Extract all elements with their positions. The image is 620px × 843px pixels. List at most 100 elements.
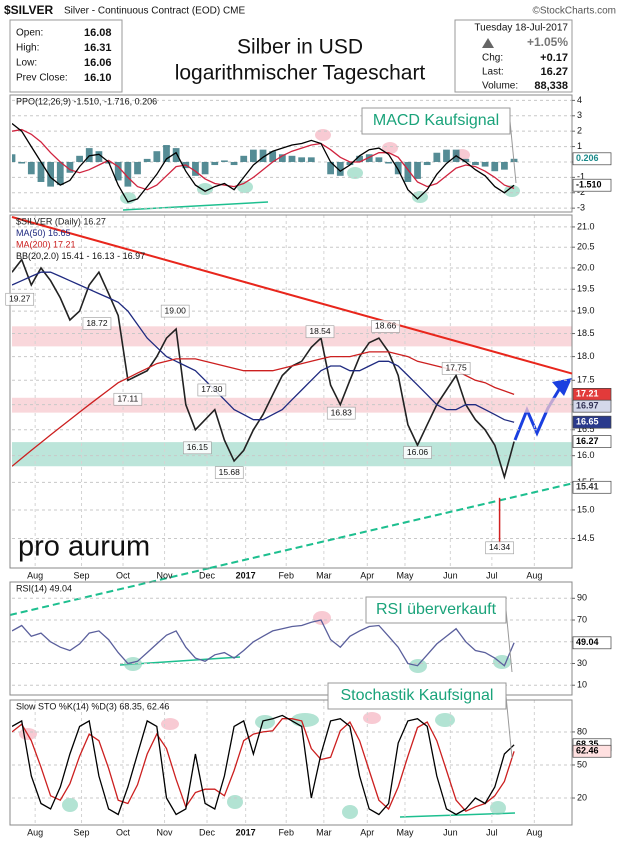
x-tick-label: Sep <box>74 570 90 580</box>
histogram-bar <box>37 161 45 182</box>
histogram-bar <box>491 161 499 172</box>
stat-label: Chg: <box>482 53 503 64</box>
info-box <box>9 19 123 93</box>
peak-label: 16.15 <box>187 442 209 452</box>
x-tick-label: Jul <box>486 570 498 580</box>
histogram-bar <box>66 161 74 173</box>
x-tick-label: Mar <box>316 827 332 837</box>
field-label: Low: <box>16 58 37 69</box>
axis-tag <box>572 178 612 192</box>
histogram-bar <box>134 161 141 175</box>
ticker: $SILVER <box>4 3 53 17</box>
histogram-bar <box>153 151 161 162</box>
marker <box>255 715 275 729</box>
panel-frame <box>9 699 573 826</box>
legend-entry: BB(20,2.0) 15.41 - 16.13 - 16.97 <box>16 251 145 261</box>
marker <box>347 167 363 179</box>
peak-label: 18.66 <box>375 321 397 331</box>
series-line <box>12 619 515 667</box>
histogram-bar <box>394 161 402 175</box>
histogram-bar <box>472 161 479 166</box>
x-tick-label: May <box>396 827 414 837</box>
peak-label: 19.00 <box>165 305 187 315</box>
x-tick-label: Aug <box>526 827 542 837</box>
histogram-bar <box>250 149 257 162</box>
x-tick-label: Jun <box>443 827 458 837</box>
field-label: High: <box>16 43 39 54</box>
axis-tag-label: -1.510 <box>576 180 602 190</box>
histogram-bar <box>501 161 508 170</box>
y-tick-label: -3 <box>577 203 585 213</box>
histogram-bar <box>27 161 35 175</box>
y-tick-label: 30 <box>577 658 587 668</box>
peak-label: 16.06 <box>407 447 429 457</box>
x-tick-label: Oct <box>116 570 131 580</box>
date: Tuesday 18-Jul-2017 <box>474 23 568 34</box>
axis-tag-label: 49.04 <box>576 637 599 647</box>
peak-label: 17.11 <box>118 394 139 404</box>
histogram-bar <box>76 155 83 162</box>
axis-tag <box>572 399 612 413</box>
series-line <box>12 714 515 816</box>
marker <box>227 795 243 809</box>
histogram-bar <box>259 149 267 162</box>
zone <box>12 326 572 347</box>
histogram-bar <box>443 149 450 162</box>
trendline <box>11 216 573 375</box>
peak-box <box>113 392 143 406</box>
histogram-bar <box>85 148 93 162</box>
x-tick-label: 2017 <box>236 570 256 580</box>
y-tick-label: 16.0 <box>577 450 595 460</box>
axis-tag <box>572 744 612 758</box>
annotation-box <box>365 596 507 624</box>
histogram-bar <box>346 161 354 166</box>
histogram-bar <box>18 161 26 164</box>
x-tick-label: 2017 <box>236 827 256 837</box>
marker <box>291 713 319 727</box>
stats-box <box>454 19 573 93</box>
histogram-bar <box>230 161 238 166</box>
x-tick-label: Nov <box>157 827 174 837</box>
x-tick-label: Nov <box>157 570 174 580</box>
x-tick-label: Dec <box>199 827 216 837</box>
y-tick-label: 21.0 <box>577 221 595 231</box>
axis-tag <box>572 636 612 650</box>
peak-box <box>183 441 212 455</box>
y-tick-label: 10 <box>577 680 587 690</box>
y-tick-label: 80 <box>577 726 587 736</box>
x-tick-label: Jun <box>443 570 458 580</box>
histogram-bar <box>385 161 392 164</box>
y-tick-label: 70 <box>577 614 587 624</box>
histogram-bar <box>481 161 489 167</box>
x-tick-label: Jul <box>486 827 498 837</box>
x-tick-label: Sep <box>74 827 90 837</box>
histogram-bar <box>95 151 103 162</box>
field-value: 16.31 <box>84 42 112 54</box>
y-tick-label: 19.0 <box>577 305 595 315</box>
series-line <box>12 718 515 812</box>
panel-frame <box>9 581 573 696</box>
histogram-bar <box>163 145 170 162</box>
field-value: 16.06 <box>84 57 112 69</box>
peak-label: 18.72 <box>86 318 108 328</box>
peak-box <box>305 325 335 339</box>
divergence-line <box>122 201 269 211</box>
field-value: 16.08 <box>84 27 112 39</box>
marker <box>363 712 381 724</box>
histogram-bar <box>278 154 286 162</box>
series-line <box>12 122 515 203</box>
up-triangle <box>482 38 494 48</box>
source: ©StockCharts.com <box>532 6 616 17</box>
y-tick-label: 90 <box>577 593 587 603</box>
x-tick-label: Oct <box>116 827 131 837</box>
y-tick-label: -2 <box>577 187 585 197</box>
marker <box>493 655 511 669</box>
stat-value: +0.17 <box>540 52 568 64</box>
axis-tag-label: 16.65 <box>576 417 599 427</box>
axis-tag <box>572 415 612 429</box>
peak-box <box>485 541 514 555</box>
change-pct: +1.05% <box>527 35 568 49</box>
axis-tag-label: 17.21 <box>576 389 599 399</box>
annotation: Stochastik Kaufsignal <box>341 687 494 704</box>
axis-tag <box>572 480 612 494</box>
